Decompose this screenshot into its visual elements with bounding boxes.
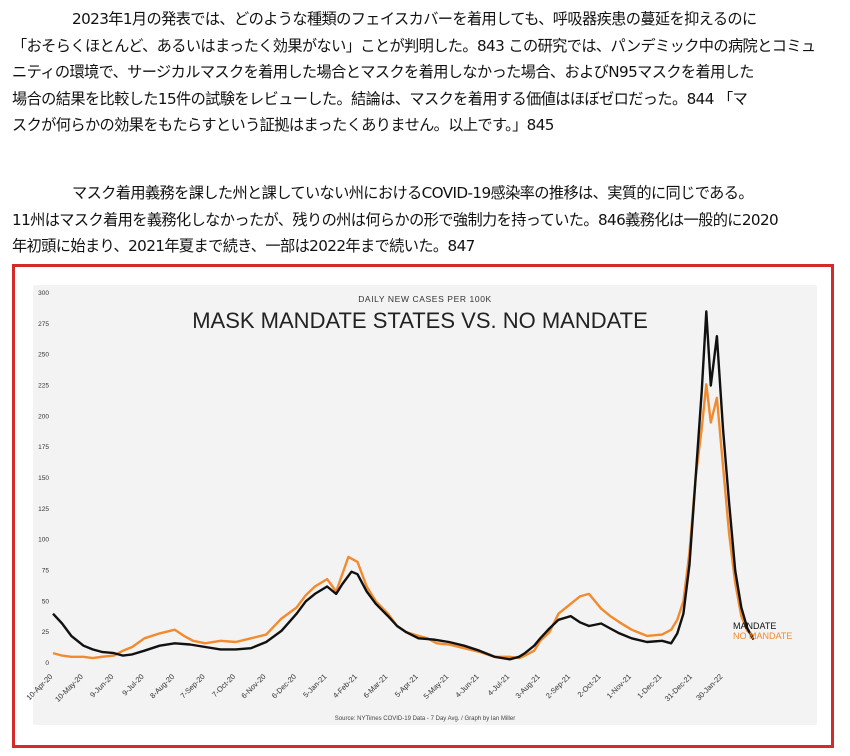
paragraph-line: 「おそらくほとんど、あるいはまったく効果がない」ことが判明した。843 この研究… xyxy=(12,36,816,55)
legend-no-mandate: NO MANDATE xyxy=(733,631,792,641)
chart-background xyxy=(33,285,817,725)
y-tick-label: 150 xyxy=(38,475,49,482)
paragraph-line: 2023年1月の発表では、どのような種類のフェイスカバーを着用しても、呼吸器疾患… xyxy=(72,10,757,28)
y-tick-label: 125 xyxy=(38,506,49,513)
paragraph-mask-study: 2023年1月の発表では、どのような種類のフェイスカバーを着用しても、呼吸器疾患… xyxy=(12,6,838,139)
paragraph-line: ニティの環境で、サージカルマスクを着用した場合とマスクを着用しなかった場合、およ… xyxy=(12,63,754,81)
paragraph-line: マスク着用義務を課した州と課していない州におけるCOVID-19感染率の推移は、… xyxy=(72,184,754,202)
cases-line-chart: DAILY NEW CASES PER 100K MASK MANDATE ST… xyxy=(24,285,817,725)
y-tick-label: 250 xyxy=(38,352,49,359)
chart-frame: DAILY NEW CASES PER 100K MASK MANDATE ST… xyxy=(12,264,834,748)
paragraph-line: 年初頭に始まり、2021年夏まで続き、一部は2022年まで続いた。847 xyxy=(12,237,475,255)
y-tick-label: 0 xyxy=(45,660,49,667)
series-lines xyxy=(52,310,755,661)
y-tick-label: 175 xyxy=(38,444,49,451)
y-tick-label: 25 xyxy=(42,629,50,636)
legend-mandate: MANDATE xyxy=(733,621,776,631)
paragraph-mandate-comparison: マスク着用義務を課した州と課していない州におけるCOVID-19感染率の推移は、… xyxy=(12,180,838,260)
paragraph-line: 場合の結果を比較した15件の試験をレビューした。結論は、マスクを着用する価値はほ… xyxy=(12,89,748,108)
chart-subtitle: DAILY NEW CASES PER 100K xyxy=(358,294,492,304)
y-tick-label: 300 xyxy=(38,290,49,297)
y-tick-label: 275 xyxy=(38,321,49,328)
y-tick-label: 50 xyxy=(42,598,50,605)
y-tick-label: 100 xyxy=(38,537,49,544)
y-tick-label: 200 xyxy=(38,413,49,420)
paragraph-line: 11州はマスク着用を義務化しなかったが、残りの州は何らかの形で強制力を持っていた… xyxy=(12,210,779,229)
series-line-mandate xyxy=(52,310,755,661)
y-tick-label: 75 xyxy=(42,568,50,575)
y-axis: 0 25 50 75 100 125 150 175 200 225 250 275 300 xyxy=(38,290,49,667)
series-line-no-mandate xyxy=(52,383,755,660)
paragraph-line: スクが何らかの効果をもたらすという証拠はまったくありません。以上です。」845 xyxy=(12,116,554,134)
chart-source: Source: NYTimes COVID-19 Data - 7 Day Av… xyxy=(335,716,515,722)
chart-title: MASK MANDATE STATES VS. NO MANDATE xyxy=(192,308,648,333)
y-tick-label: 225 xyxy=(38,383,49,390)
